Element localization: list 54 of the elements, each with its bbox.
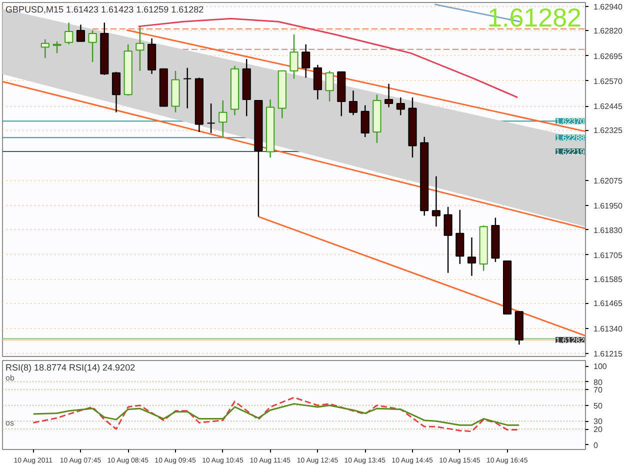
y-tick-label: 1.62570 — [594, 76, 623, 86]
candlestick — [40, 38, 50, 59]
y-tick-label: 1.61585 — [594, 275, 623, 284]
y-tick-label: 1.62325 — [594, 126, 623, 136]
candlestick — [384, 83, 394, 108]
y-tick-label: 50 — [594, 401, 603, 410]
y-tick-label: 1.62695 — [594, 52, 623, 61]
ref-line-label: 1.61282 — [556, 336, 586, 346]
candlestick — [136, 26, 144, 72]
line-series — [32, 396, 520, 432]
candlestick — [444, 206, 452, 274]
candlestick — [432, 176, 440, 228]
candlestick — [218, 100, 228, 138]
y-tick-label: 1.61215 — [594, 349, 623, 358]
candlestick — [112, 71, 121, 113]
candlestick — [64, 22, 74, 45]
y-tick-label: 70 — [594, 386, 603, 395]
ref-line-label: 1.62219 — [556, 148, 586, 157]
annotation: 1.61282 — [488, 2, 582, 32]
y-tick-label: 1.62820 — [594, 26, 623, 36]
y-tick-label: 1.61465 — [594, 299, 623, 308]
candlestick — [206, 102, 216, 134]
y-tick-label: 100 — [594, 362, 608, 372]
y-tick-label: 0 — [594, 440, 598, 450]
ref-line-label: 1.62370 — [556, 117, 586, 126]
chart-title: GBPUSD,M15 1.61423 1.61423 1.61259 1.61282 — [6, 4, 204, 14]
candlestick — [396, 96, 405, 116]
ref-line-label: 1.62288 — [556, 134, 586, 143]
candlestick — [88, 30, 97, 63]
y-tick-label: 1.61705 — [594, 250, 623, 260]
y-tick-label: 1.62445 — [594, 102, 623, 112]
annotation: ob — [6, 374, 15, 382]
candlestick — [456, 209, 464, 265]
y-tick-label: 1.62075 — [594, 176, 623, 186]
candlestick — [302, 44, 310, 78]
candlestick — [183, 67, 192, 109]
candlestick — [348, 90, 358, 116]
candlestick — [360, 104, 370, 138]
y-tick-label: 80 — [594, 378, 603, 387]
candlestick — [467, 236, 476, 276]
y-tick-label: 1.61950 — [594, 202, 623, 211]
candlestick — [52, 40, 62, 54]
candlestick — [290, 34, 298, 80]
y-tick-label: 1.61340 — [594, 324, 623, 334]
candlestick — [325, 70, 334, 102]
y-tick-label: 1.61830 — [594, 226, 623, 235]
candlestick — [313, 64, 322, 100]
y-tick-label: 20 — [594, 425, 603, 434]
annotation: os — [6, 418, 14, 428]
line-series — [32, 403, 520, 426]
chart-title: RSI(8) 18.8774 RSI(14) 24.9202 — [6, 362, 136, 372]
y-tick-label: 1.62940 — [594, 2, 623, 12]
candlestick — [76, 24, 85, 42]
y-tick-label: 30 — [594, 417, 603, 426]
